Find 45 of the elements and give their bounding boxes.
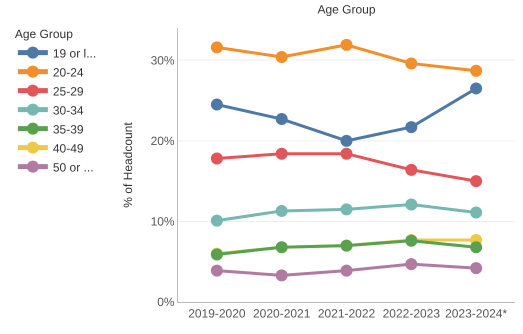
point: [405, 164, 418, 176]
point: [340, 264, 352, 277]
point: [210, 41, 223, 54]
y-tick-label: 30%: [150, 53, 175, 68]
point: [405, 121, 418, 134]
legend-label: 35-39: [52, 122, 84, 136]
chart-title: Age Group: [317, 2, 376, 16]
legend-label: 25-29: [52, 84, 84, 98]
point: [276, 148, 288, 160]
point: [210, 98, 223, 111]
legend-title: Age Group: [14, 27, 74, 42]
x-tick-label: 2020-2021: [252, 306, 311, 320]
point: [276, 51, 288, 64]
x-tick-label: 2019-2020: [188, 306, 246, 320]
legend-label: 50 or ...: [52, 160, 94, 174]
legend-label: 20-24: [52, 65, 84, 80]
point: [276, 269, 288, 282]
x-tick-label: 2021-2022: [318, 306, 376, 320]
point: [470, 82, 482, 94]
legend-label: 40-49: [52, 141, 84, 156]
point: [210, 152, 223, 165]
point: [405, 57, 418, 70]
point: [470, 262, 482, 274]
point: [276, 204, 288, 217]
y-axis-title: % of Headcount: [120, 122, 135, 208]
x-tick-label: 2022-2023: [382, 306, 440, 320]
point: [405, 258, 418, 270]
point: [210, 264, 223, 277]
y-tick-label: 0%: [157, 295, 175, 310]
y-tick-label: 20%: [150, 134, 175, 148]
point: [405, 198, 418, 210]
legend-label: 30-34: [52, 103, 84, 118]
legend-label: 19 or l...: [52, 46, 96, 60]
point: [340, 38, 352, 51]
point: [470, 206, 482, 219]
point: [470, 175, 482, 188]
point: [340, 203, 352, 216]
point: [470, 64, 482, 77]
x-tick-label: 2023-2024*: [445, 306, 508, 320]
point: [470, 241, 482, 254]
point: [340, 148, 352, 160]
point: [340, 134, 352, 147]
y-tick-label: 10%: [150, 214, 175, 229]
point: [276, 113, 288, 126]
point: [210, 214, 223, 227]
